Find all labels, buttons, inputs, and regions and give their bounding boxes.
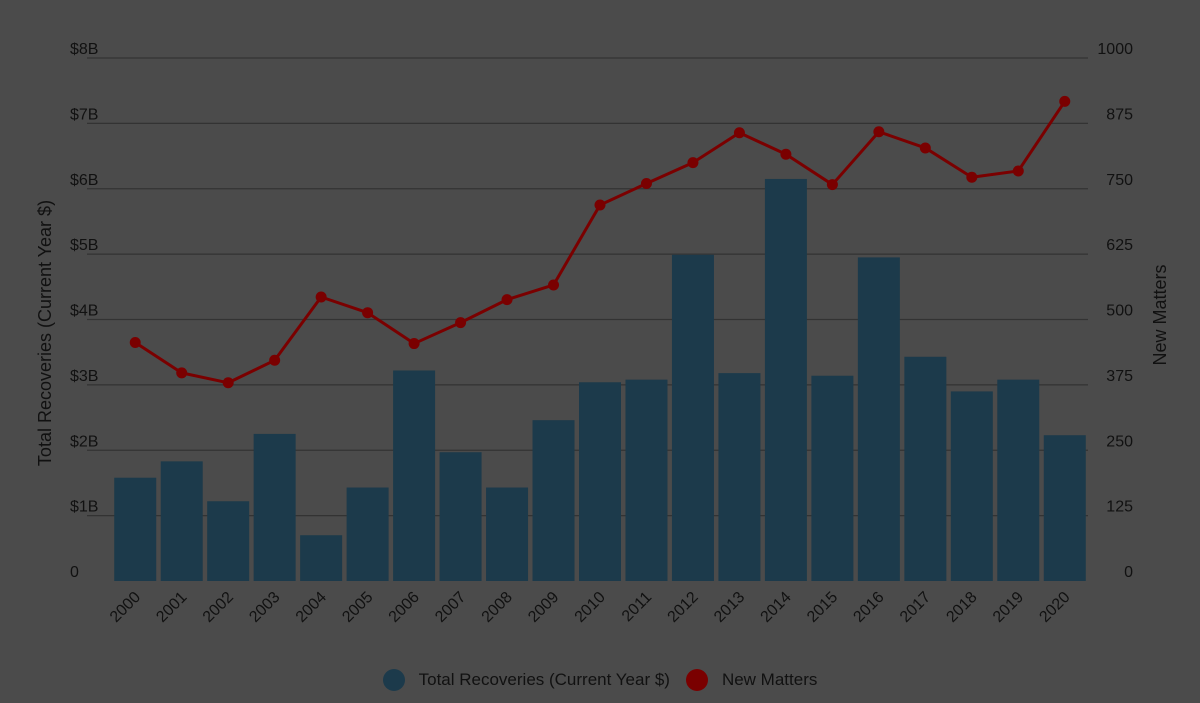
line-point bbox=[919, 142, 931, 154]
x-tick-label: 2000 bbox=[107, 589, 144, 626]
x-tick-label: 2004 bbox=[293, 589, 330, 626]
right-tick-label: 125 bbox=[1106, 499, 1133, 516]
bar bbox=[393, 370, 436, 581]
right-tick-label: 750 bbox=[1106, 172, 1133, 189]
bar bbox=[300, 535, 343, 581]
bar bbox=[253, 433, 296, 581]
x-tick-label: 2006 bbox=[386, 589, 423, 626]
x-tick-label: 2010 bbox=[572, 589, 609, 626]
x-tick-label: 2003 bbox=[246, 589, 283, 626]
bar bbox=[625, 379, 668, 581]
bar bbox=[486, 487, 529, 581]
line-point bbox=[548, 279, 560, 291]
x-tick-label: 2008 bbox=[479, 589, 516, 626]
x-tick-label: 2001 bbox=[153, 589, 190, 626]
right-tick-label: 625 bbox=[1106, 237, 1133, 254]
legend-swatch-new-matters bbox=[685, 669, 708, 691]
x-tick-label: 2017 bbox=[897, 589, 934, 626]
x-tick-label: 2014 bbox=[758, 589, 795, 626]
line-point bbox=[129, 337, 141, 349]
line-point bbox=[176, 367, 188, 379]
line-point bbox=[733, 127, 745, 139]
line-point bbox=[222, 377, 234, 389]
right-tick-label: 500 bbox=[1106, 303, 1133, 320]
x-tick-label: 2005 bbox=[339, 589, 376, 626]
line-point bbox=[826, 179, 838, 191]
right-tick-label: 0 bbox=[1124, 564, 1133, 581]
line-point bbox=[687, 157, 699, 169]
line-point bbox=[315, 291, 327, 303]
bar bbox=[997, 379, 1040, 581]
x-tick-label: 2007 bbox=[432, 589, 469, 626]
line-point bbox=[362, 307, 374, 319]
legend-item-total-recoveries[interactable]: Total Recoveries (Current Year $) bbox=[382, 669, 670, 691]
bar bbox=[114, 477, 157, 581]
bar bbox=[718, 373, 761, 581]
left-tick-label: $4B bbox=[70, 303, 98, 320]
left-tick-label: $7B bbox=[70, 106, 98, 123]
left-axis-ticks: 0 $1B $2B $3B $4B $5B $6B $7B $8B bbox=[70, 41, 98, 581]
legend-item-new-matters[interactable]: New Matters bbox=[685, 669, 818, 691]
x-tick-label: 2016 bbox=[850, 589, 887, 626]
x-tick-label: 2002 bbox=[200, 589, 237, 626]
bar bbox=[346, 487, 389, 581]
x-tick-label: 2019 bbox=[990, 589, 1027, 626]
right-tick-label: 1000 bbox=[1097, 41, 1133, 58]
left-tick-label: $6B bbox=[70, 172, 98, 189]
x-tick-label: 2011 bbox=[619, 589, 655, 625]
line-point bbox=[1012, 165, 1024, 177]
legend-swatch-total-recoveries bbox=[382, 669, 405, 691]
bar-series-total-recoveries bbox=[114, 178, 1086, 581]
right-axis-ticks: 0 125 250 375 500 625 750 875 1000 bbox=[1097, 41, 1133, 581]
bar bbox=[857, 257, 900, 581]
left-tick-label: $3B bbox=[70, 368, 98, 385]
x-tick-label: 2009 bbox=[525, 589, 562, 626]
x-tick-label: 2020 bbox=[1036, 589, 1073, 626]
x-axis-ticks: 2000 2001 2002 2003 2004 2005 2006 2007 2008 2009… bbox=[107, 589, 1074, 626]
legend-label-new-matters: New Matters bbox=[721, 670, 818, 689]
line-point bbox=[455, 317, 467, 329]
line-point bbox=[594, 199, 606, 211]
x-tick-label: 2015 bbox=[804, 589, 841, 626]
line-point bbox=[966, 171, 978, 183]
line-point bbox=[873, 126, 885, 138]
left-tick-label: $2B bbox=[70, 433, 98, 450]
x-tick-label: 2013 bbox=[711, 589, 748, 626]
bar bbox=[579, 382, 621, 581]
bar bbox=[671, 254, 714, 581]
left-tick-label: 0 bbox=[70, 564, 79, 581]
line-point bbox=[780, 148, 792, 160]
line-point bbox=[408, 338, 420, 350]
left-tick-label: $5B bbox=[70, 237, 98, 254]
legend-label-total-recoveries: Total Recoveries (Current Year $) bbox=[418, 670, 670, 689]
bar bbox=[1043, 435, 1086, 581]
right-axis-title: New Matters bbox=[1150, 264, 1170, 365]
line-point bbox=[269, 354, 281, 366]
bar bbox=[811, 375, 854, 581]
line-point bbox=[640, 178, 652, 190]
x-tick-label: 2018 bbox=[943, 589, 980, 626]
left-axis-title: Total Recoveries (Current Year $) bbox=[35, 200, 55, 466]
bar bbox=[160, 461, 203, 581]
left-tick-label: $1B bbox=[70, 499, 98, 516]
bar bbox=[904, 356, 947, 581]
legend: Total Recoveries (Current Year $) New Ma… bbox=[0, 664, 1200, 696]
line-series-new-matters bbox=[129, 95, 1071, 389]
bar bbox=[532, 420, 575, 581]
bar bbox=[207, 501, 250, 581]
left-tick-label: $8B bbox=[70, 41, 98, 58]
line-point bbox=[1059, 95, 1071, 107]
right-tick-label: 250 bbox=[1106, 433, 1133, 450]
bar bbox=[950, 391, 993, 581]
x-tick-label: 2012 bbox=[665, 589, 702, 626]
bar bbox=[439, 452, 482, 581]
chart: 0 $1B $2B $3B $4B $5B $6B $7B $8B 0 125 250 375 500 6… bbox=[35, 41, 1170, 626]
right-tick-label: 375 bbox=[1106, 368, 1133, 385]
bar bbox=[764, 178, 807, 581]
line-point bbox=[501, 294, 513, 306]
right-tick-label: 875 bbox=[1106, 106, 1133, 123]
